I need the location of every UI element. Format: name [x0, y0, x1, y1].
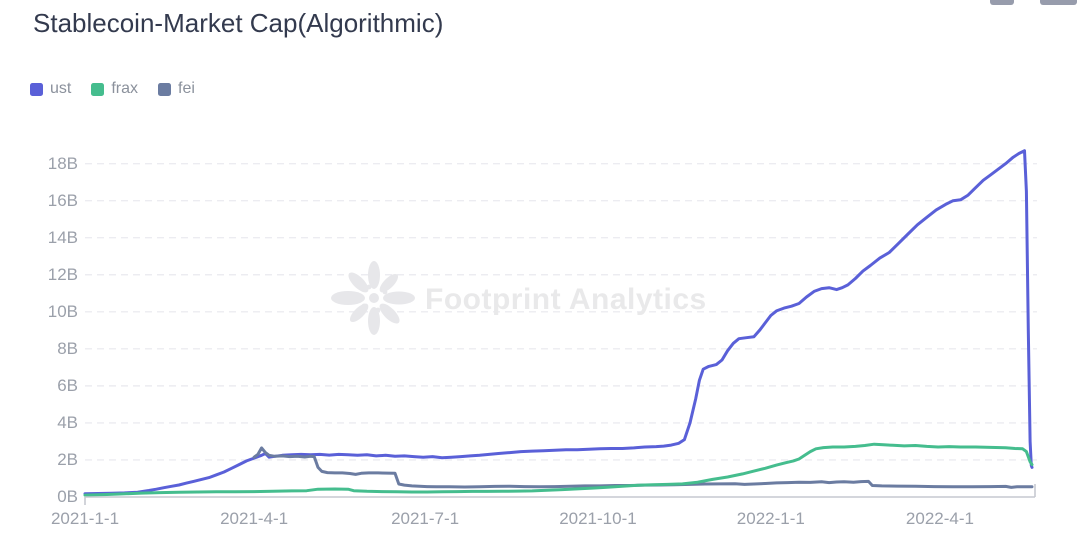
x-axis-label: 2022-4-1 [905, 509, 974, 528]
data-lines [83, 149, 1034, 497]
legend-swatch-fei [158, 82, 172, 96]
x-axis-label: 2021-4-1 [220, 509, 289, 528]
x-axis-label: 2021-10-1 [559, 509, 637, 528]
x-axis-label: 2021-1-1 [50, 509, 120, 528]
legend-label: ust [50, 80, 72, 97]
y-axis-label: 4B [57, 412, 78, 432]
chart-title: Stablecoin-Market Cap(Algorithmic) [33, 8, 444, 38]
legend-swatch-frax [91, 82, 105, 96]
y-axis-label: 8B [57, 338, 78, 358]
y-axis-label: 12B [47, 264, 78, 284]
legend: ust frax fei [30, 80, 195, 98]
legend-swatch-ust [30, 82, 43, 96]
x-axis-label: 2021-7-1 [391, 509, 460, 528]
line-series-ust [83, 149, 1034, 496]
legend-label: fei [178, 80, 195, 97]
y-axis-label: 6B [57, 375, 78, 395]
legend-item-fei[interactable]: fei [158, 80, 195, 98]
footprint-analytics-watermark: Footprint Analytics [331, 261, 707, 335]
x-axis-label: 2022-1-1 [736, 509, 805, 528]
legend-item-ust[interactable]: ust [30, 80, 71, 98]
line-series-frax [83, 442, 1034, 497]
y-axis-label: 16B [47, 190, 78, 210]
x-axis [84, 484, 1036, 505]
y-axis-label: 2B [57, 449, 78, 469]
toolbar-icon-left[interactable] [990, 0, 1014, 5]
footprint-logo-icon [331, 261, 415, 335]
y-axis-label: 10B [47, 301, 78, 321]
y-axis-label: 0B [57, 487, 78, 506]
legend-label: frax [111, 80, 139, 97]
watermark-text: Footprint Analytics [425, 283, 707, 316]
line-series-fei [252, 446, 1034, 489]
y-axis-label: 18B [47, 153, 78, 173]
legend-item-frax[interactable]: frax [91, 80, 138, 98]
toolbar-icon-right[interactable] [1040, 0, 1077, 5]
gridlines [85, 162, 1037, 461]
y-axis-label: 14B [47, 227, 78, 247]
